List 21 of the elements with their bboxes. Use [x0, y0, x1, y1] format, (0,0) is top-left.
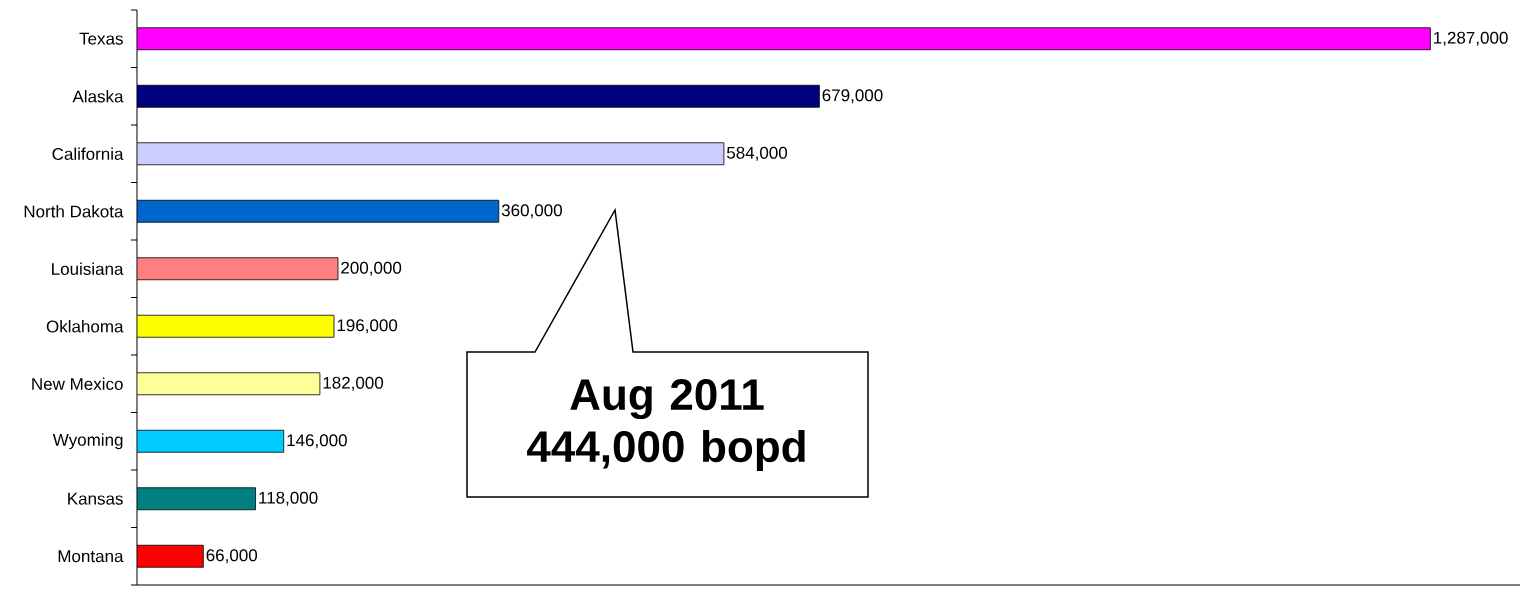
y-tick-label: Alaska — [72, 90, 124, 103]
y-tick-label: Louisiana — [52, 262, 124, 276]
y-tick-label: Kansas — [68, 492, 123, 505]
data-label: 118,000 — [259, 491, 318, 506]
data-label: 200,000 — [341, 261, 402, 276]
y-tick-label: New Mexico — [32, 377, 123, 391]
data-label: 66,000 — [206, 549, 258, 564]
y-tick-label: Texas — [79, 32, 123, 45]
data-label: 196,000 — [337, 319, 398, 334]
data-label: 146,000 — [287, 434, 347, 449]
y-tick-label: North Dakota — [24, 205, 124, 218]
annotation: Aug 2011 444,000 bopd — [527, 379, 805, 471]
data-label: 679,000 — [822, 89, 883, 104]
data-label: 584,000 — [726, 146, 788, 161]
y-tick-label: Montana — [58, 550, 124, 563]
y-tick-label: Oklahoma — [46, 320, 124, 333]
y-tick-label: California — [52, 147, 124, 161]
data-label: 360,000 — [501, 204, 562, 219]
data-label: 182,000 — [323, 376, 384, 391]
y-tick-label: Wyoming — [52, 433, 123, 450]
data-label: 1,287,000 — [1434, 31, 1508, 46]
